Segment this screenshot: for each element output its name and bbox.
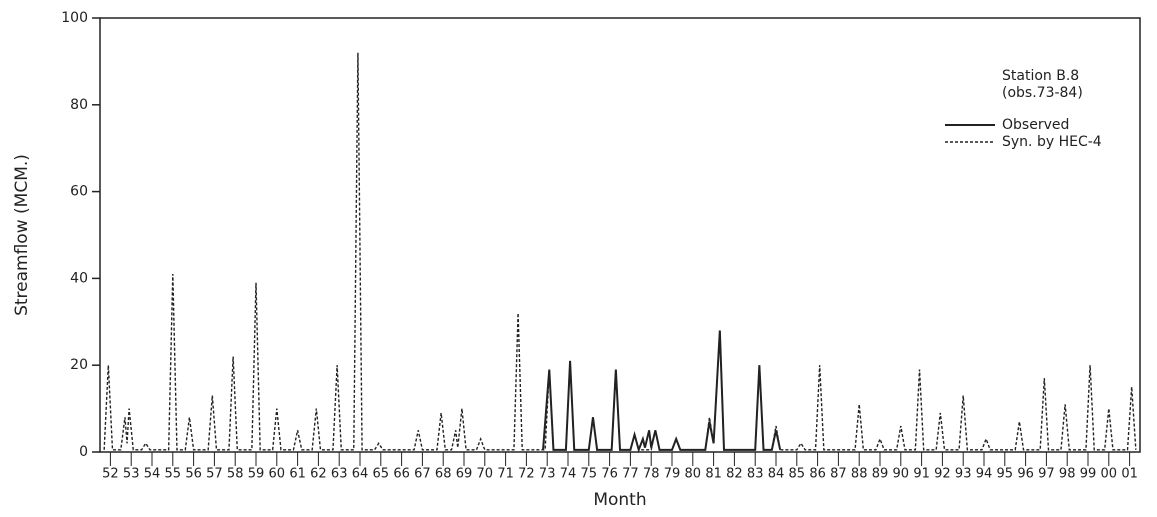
y-tick-label: 20 [70,357,88,373]
x-tick-label: 84 [768,467,785,482]
legend-label: Syn. by HEC-4 [1002,134,1102,150]
x-tick-label: 61 [289,467,306,482]
y-tick-label: 0 [79,444,88,460]
x-tick-label: 99 [1080,467,1097,482]
x-tick-label: 77 [622,467,639,482]
x-tick-label: 58 [227,467,244,482]
x-tick-label: 69 [456,467,473,482]
x-tick-label: 74 [560,467,577,482]
x-tick-label: 81 [705,467,722,482]
x-tick-label: 55 [165,467,182,482]
x-tick-label: 79 [664,467,681,482]
x-tick-label: 57 [206,467,223,482]
y-tick-label: 80 [70,97,88,113]
x-tick-label: 96 [1017,467,1034,482]
x-tick-label: 67 [414,467,431,482]
x-tick-label: 75 [581,467,598,482]
x-tick-label: 60 [269,467,286,482]
x-tick-label: 85 [789,467,806,482]
x-tick-label: 65 [373,467,390,482]
annotation: (obs.73-84) [1002,85,1083,101]
x-tick-label: 62 [310,467,327,482]
y-tick-label: 100 [61,10,88,26]
x-tick-label: 78 [643,467,660,482]
legend-label: Observed [1002,117,1069,133]
x-tick-label: 86 [809,467,826,482]
x-axis-label: Month [593,490,646,510]
x-tick-label: 83 [747,467,764,482]
x-tick-label: 82 [726,467,743,482]
x-tick-label: 98 [1059,467,1076,482]
x-tick-label: 94 [976,467,993,482]
x-tick-label: 97 [1038,467,1055,482]
x-tick-label: 52 [102,467,119,482]
annotation: Station B.8 [1002,68,1079,84]
x-tick-label: 68 [435,467,452,482]
x-tick-label: 93 [955,467,972,482]
x-tick-label: 87 [830,467,847,482]
x-tick-label: 63 [331,467,348,482]
x-tick-label: 53 [123,467,140,482]
x-tick-label: 91 [913,467,930,482]
x-tick-label: 66 [393,467,410,482]
x-tick-label: 73 [539,467,556,482]
x-tick-label: 90 [893,467,910,482]
y-axis-label: Streamflow (MCM.) [12,154,32,316]
series-line [543,330,780,449]
x-tick-label: 59 [248,467,265,482]
x-tick-label: 80 [685,467,702,482]
x-tick-label: 95 [997,467,1014,482]
series-line [104,53,1136,450]
x-tick-label: 54 [144,467,161,482]
y-tick-label: 40 [70,270,88,286]
x-tick-label: 89 [872,467,889,482]
x-tick-label: 92 [934,467,951,482]
x-tick-label: 70 [477,467,494,482]
x-tick-label: 88 [851,467,868,482]
x-tick-label: 72 [518,467,535,482]
x-tick-label: 56 [185,467,202,482]
y-tick-label: 60 [70,184,88,200]
x-tick-label: 64 [352,467,369,482]
plot-frame [100,18,1140,452]
x-tick-label: 00 [1101,467,1118,482]
x-tick-label: 71 [497,467,514,482]
x-tick-label: 01 [1121,467,1138,482]
x-tick-label: 76 [601,467,618,482]
chart: Streamflow (MCM.) Month Station B.8 (obs… [0,0,1157,517]
